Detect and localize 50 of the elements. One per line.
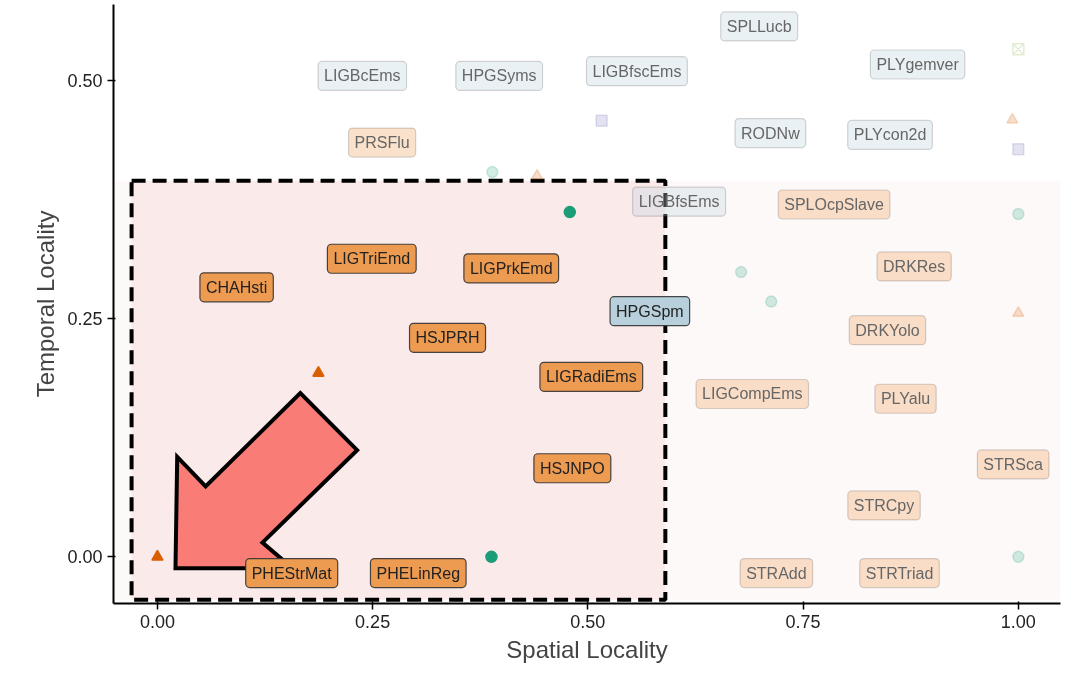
y-tick-label: 0.25 bbox=[67, 309, 103, 330]
annotation: SPLOcpSlave bbox=[784, 195, 884, 213]
annotation: SPLLucb bbox=[726, 17, 792, 35]
y-tick-label: 0.50 bbox=[67, 71, 103, 92]
point bbox=[563, 205, 577, 219]
annotation: PHEStrMat bbox=[251, 564, 333, 582]
x-tick-label: 0.25 bbox=[355, 611, 391, 632]
annotation: LIGRadiEms bbox=[545, 368, 637, 386]
annotation: DRKYolo bbox=[855, 321, 920, 339]
annotation: STRTriad bbox=[865, 564, 934, 582]
point bbox=[1012, 305, 1025, 317]
annotation: PHELinReg bbox=[376, 564, 461, 582]
y-tick-label: 0.00 bbox=[67, 547, 103, 568]
point bbox=[764, 295, 778, 308]
annotation: LIGBcEms bbox=[324, 67, 401, 85]
point bbox=[734, 265, 748, 279]
annotation: STRCpy bbox=[853, 496, 915, 514]
annotation: PLYcon2d bbox=[853, 126, 927, 144]
point bbox=[1012, 207, 1025, 221]
point bbox=[530, 168, 544, 180]
annotation: HSJPRH bbox=[415, 329, 480, 347]
point bbox=[595, 114, 608, 127]
x-tick-label: 1.00 bbox=[1000, 611, 1036, 632]
point bbox=[151, 549, 164, 561]
annotation: LIGBfscEms bbox=[592, 62, 682, 80]
annotation: PLYgemver bbox=[876, 56, 960, 73]
x-tick-label: 0.50 bbox=[570, 611, 606, 632]
point bbox=[1012, 143, 1025, 156]
annotation: HPGSpm bbox=[616, 302, 684, 320]
y-axis-title: Temporal Locality bbox=[32, 210, 60, 398]
x-tick-label: 0.75 bbox=[785, 611, 821, 632]
annotation: HPGSyms bbox=[461, 67, 537, 85]
annotation: STRSca bbox=[983, 455, 1044, 473]
point bbox=[1006, 112, 1019, 124]
annotation: RODNw bbox=[741, 124, 801, 142]
x-axis-title: Spatial Locality bbox=[506, 635, 668, 663]
annotation: DRKRes bbox=[883, 257, 946, 275]
point bbox=[1012, 550, 1025, 564]
annotation: LIGTriEmd bbox=[333, 250, 411, 268]
annotation: STRAdd bbox=[746, 564, 807, 582]
annotation: CHAHsti bbox=[205, 278, 268, 296]
point bbox=[312, 365, 325, 377]
annotation: LIGPrkEmd bbox=[469, 259, 553, 277]
point bbox=[486, 165, 499, 179]
annotation: LIGCompEms bbox=[702, 385, 803, 403]
x-tick-label: 0.00 bbox=[139, 611, 175, 632]
annotation: PRSFlu bbox=[354, 134, 410, 152]
point bbox=[485, 550, 498, 564]
annotation: HSJNPO bbox=[539, 459, 605, 477]
annotation: PLYalu bbox=[880, 390, 931, 408]
